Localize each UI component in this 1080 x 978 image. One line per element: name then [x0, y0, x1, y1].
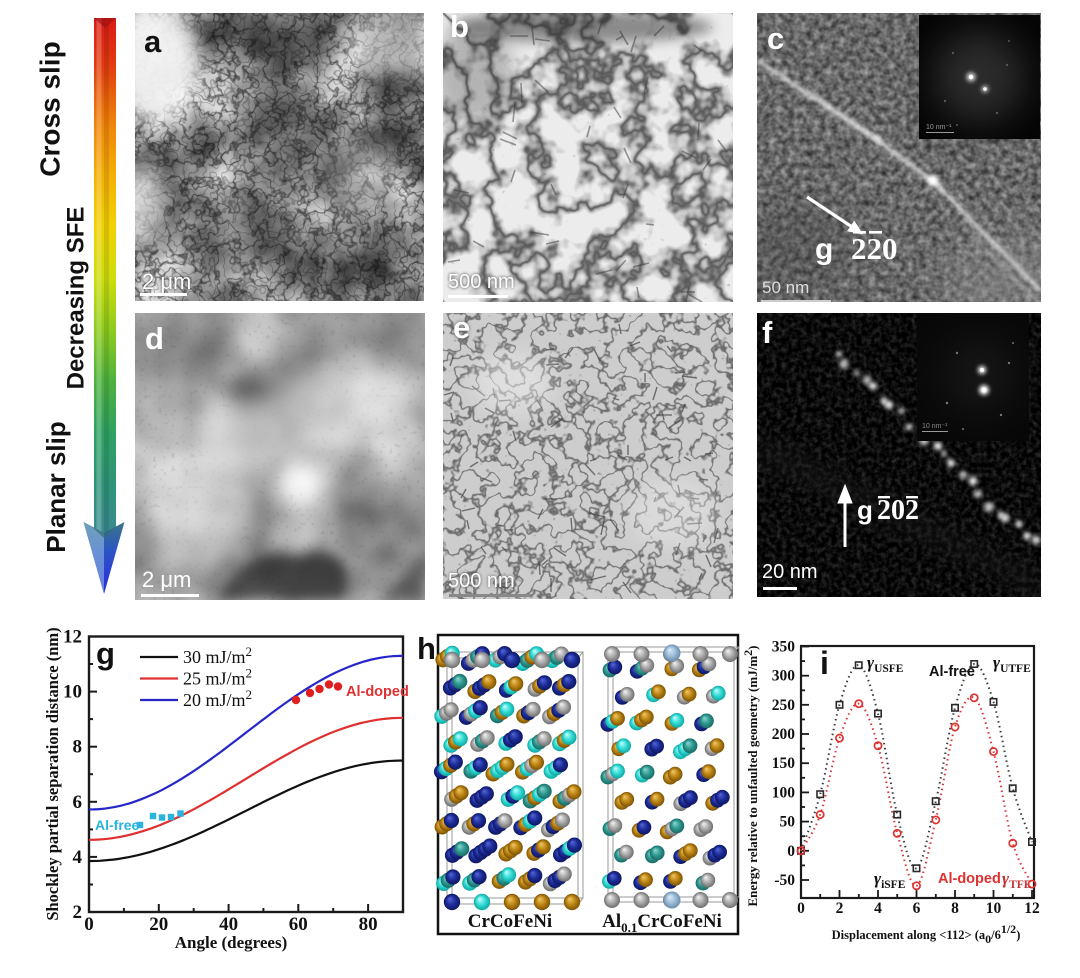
svg-text:250: 250 [772, 697, 796, 714]
svg-text:4: 4 [73, 847, 83, 868]
svg-text:Shockley partial separation di: Shockley partial separation distance (nm… [43, 627, 62, 920]
svg-text:25 mJ/m2: 25 mJ/m2 [183, 666, 252, 689]
svg-text:100: 100 [772, 784, 796, 801]
svg-text:0: 0 [84, 914, 94, 935]
svg-text:80: 80 [359, 914, 378, 935]
svg-text:30 mJ/m2: 30 mJ/m2 [183, 644, 252, 667]
svg-text:Energy relative to unfaulted g: Energy relative to unfaulted geometry (m… [741, 645, 760, 906]
svg-text:Cross slip: Cross slip [34, 41, 65, 176]
svg-text:Al-doped: Al-doped [346, 684, 409, 700]
svg-text:Angle (degrees): Angle (degrees) [175, 933, 288, 952]
svg-text:12: 12 [1024, 900, 1040, 917]
svg-text:60: 60 [289, 914, 308, 935]
svg-text:i: i [820, 645, 829, 681]
svg-text:Al-free: Al-free [95, 817, 140, 833]
svg-text:4: 4 [874, 900, 882, 917]
svg-text:CrCoFeNi: CrCoFeNi [468, 911, 552, 932]
svg-text:8: 8 [73, 737, 83, 758]
svg-text:200: 200 [772, 726, 796, 743]
svg-text:Displacement along <112> (a0/6: Displacement along <112> (a0/61/2) [832, 922, 1021, 946]
svg-text:Decreasing SFE: Decreasing SFE [62, 207, 89, 390]
svg-text:0: 0 [787, 843, 795, 860]
svg-text:150: 150 [772, 755, 796, 772]
svg-text:2: 2 [836, 900, 844, 917]
svg-text:2: 2 [73, 902, 83, 923]
svg-text:g: g [815, 233, 833, 266]
svg-text:50: 50 [780, 814, 796, 831]
svg-text:g: g [96, 636, 115, 671]
svg-text:10 nm⁻¹: 10 nm⁻¹ [922, 423, 948, 430]
svg-text:-50: -50 [774, 872, 795, 889]
svg-text:6: 6 [913, 900, 921, 917]
svg-text:8: 8 [951, 900, 959, 917]
svg-text:Al-doped: Al-doped [938, 871, 1001, 887]
svg-text:6: 6 [73, 792, 83, 813]
svg-text:220: 220 [851, 231, 898, 266]
svg-text:Al-free: Al-free [929, 664, 975, 680]
svg-text:10: 10 [986, 900, 1002, 917]
svg-text:20 mJ/m2: 20 mJ/m2 [183, 687, 252, 710]
svg-text:g: g [857, 495, 873, 525]
svg-text:γTFE: γTFE [1002, 869, 1032, 891]
svg-text:202: 202 [877, 495, 919, 526]
svg-text:Planar slip: Planar slip [41, 421, 71, 553]
svg-text:40: 40 [219, 914, 238, 935]
svg-text:300: 300 [772, 668, 796, 685]
svg-text:10 nm⁻¹: 10 nm⁻¹ [926, 124, 952, 131]
svg-text:350: 350 [772, 639, 796, 656]
svg-text:γUTFE: γUTFE [993, 653, 1031, 675]
svg-text:20: 20 [149, 914, 168, 935]
svg-text:γiSFE: γiSFE [874, 869, 906, 891]
svg-text:0: 0 [797, 900, 805, 917]
svg-text:12: 12 [63, 627, 82, 648]
svg-text:γUSFE: γUSFE [867, 653, 904, 675]
svg-text:10: 10 [63, 682, 82, 703]
svg-text:Al0.1CrCoFeNi: Al0.1CrCoFeNi [602, 911, 722, 935]
